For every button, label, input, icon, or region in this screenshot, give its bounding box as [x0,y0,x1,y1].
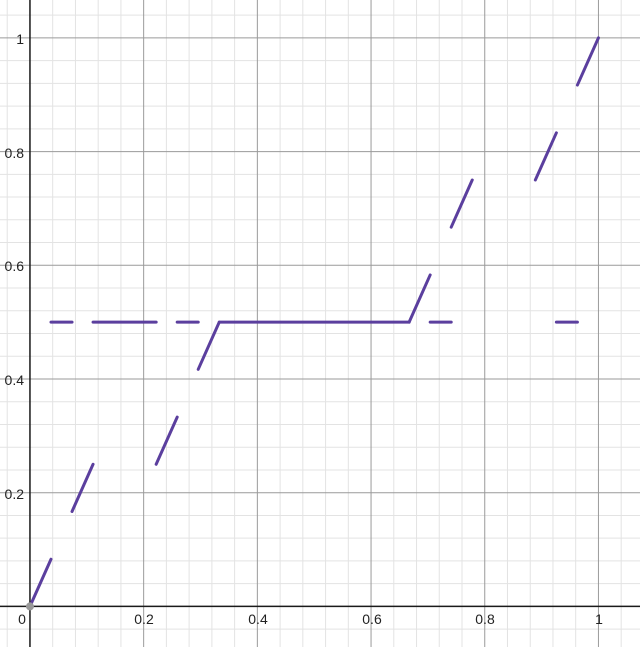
series-layer [28,36,600,608]
series-segment [449,178,474,229]
y-tick-label: 0.2 [5,486,25,502]
data-point [25,602,34,611]
x-tick-label: 0.2 [134,611,154,627]
x-tick-label: 0.6 [362,611,382,627]
x-tick-label-origin: 0 [18,611,26,627]
x-tick-label: 0.8 [475,611,495,627]
x-tick-labels: 0 0.2 0.4 0.6 0.8 1 [18,611,603,627]
y-tick-label: 0.8 [5,145,25,161]
series-segment [533,131,558,182]
series-segment [407,273,432,324]
series-segment [28,557,53,608]
x-tick-label: 0.4 [248,611,268,627]
series-segment [196,320,221,371]
y-tick-label: 1 [16,31,24,47]
point-layer [25,602,34,611]
y-tick-label: 0.6 [5,258,25,274]
y-tick-labels: 0.2 0.4 0.6 0.8 1 [5,31,25,502]
x-tick-label: 1 [595,611,603,627]
series-segment [70,462,95,513]
series-segment [154,415,179,466]
series-segment [575,36,600,87]
y-tick-label: 0.4 [5,372,25,388]
